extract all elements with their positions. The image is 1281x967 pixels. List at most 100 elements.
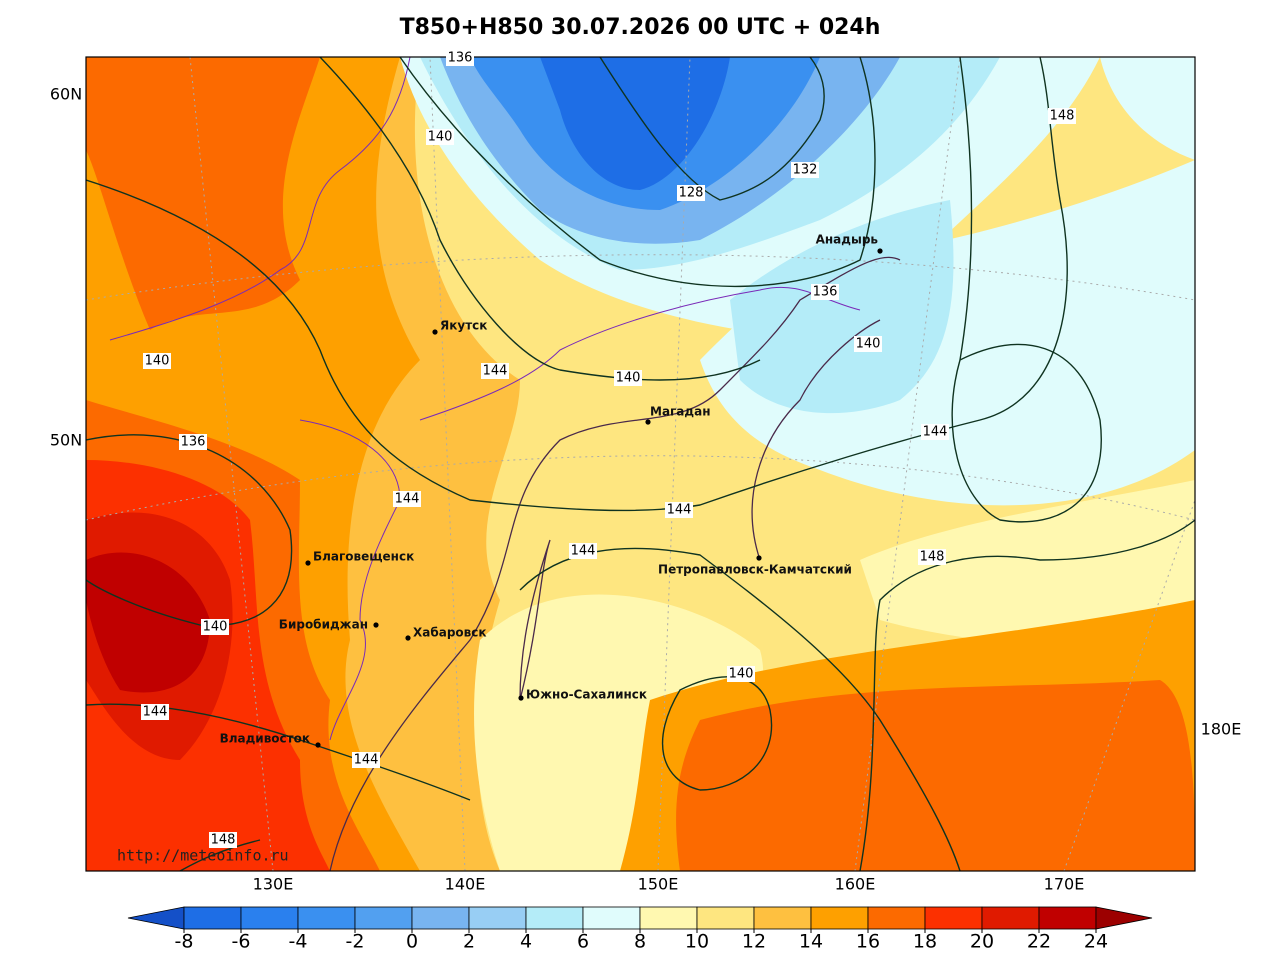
city-dot [373,622,379,628]
colorbar-tick-label: -8 [175,931,194,953]
colorbar-tick-label: -4 [289,931,308,953]
lat-label: 50N [50,431,82,450]
colorbar-segment [183,906,242,930]
colorbar-tick-label: -2 [346,931,365,953]
colorbar-tick-label: 10 [685,931,709,953]
city-label: Магадан [650,405,711,419]
colorbar-tick-label: 20 [970,931,994,953]
contour-label-bg [352,752,380,768]
lat-label: 60N [50,85,82,104]
city-label: Биробиджан [279,618,368,632]
city-dot [645,419,651,425]
colorbar-extend-low [127,906,185,930]
contour-label-bg [569,543,597,559]
contour-label: 136 [813,285,838,300]
contour-label-bg [665,502,693,518]
contour-label: 144 [395,492,420,507]
colorbar-tick-label: 22 [1027,931,1051,953]
colorbar-segment [867,906,926,930]
colorbar-segment [411,906,470,930]
city-dot [432,329,438,335]
contour-label: 136 [448,51,473,66]
contour-label: 140 [203,620,228,635]
contour-label: 148 [211,833,236,848]
lon-label: 140E [445,875,486,894]
contour-label-bg [426,129,454,145]
colorbar-tick-label: 0 [406,931,418,953]
lon-label: 170E [1044,875,1085,894]
contour-label-bg [1048,108,1076,124]
contour-label-bg [727,666,755,682]
contour-label-bg [791,162,819,178]
contour-label: 136 [181,435,206,450]
city-dot [305,560,311,566]
lon-label: 150E [638,875,679,894]
city-label: Хабаровск [413,626,487,640]
contour-label: 144 [354,753,379,768]
colorbar-segment [696,906,755,930]
contour-label: 144 [483,364,508,379]
contour-label-bg [179,434,207,450]
city-label: Владивосток [220,732,310,746]
contour-label: 140 [145,354,170,369]
contour-label-bg [921,424,949,440]
watermark: http://meteoinfo.ru [117,847,289,865]
colorbar-segment [810,906,869,930]
colorbar-segment [354,906,413,930]
contour-label: 128 [679,186,704,201]
city-dot [405,635,411,641]
colorbar-tick-label: 16 [856,931,880,953]
contour-label: 144 [143,705,168,720]
contour-label-bg [614,370,642,386]
colorbar-tick-label: 8 [634,931,646,953]
city-label: Анадырь [816,233,879,247]
contour-label: 140 [729,667,754,682]
contour-label: 140 [428,130,453,145]
contour-label: 144 [923,425,948,440]
city-label: Якутск [440,319,487,333]
contour-label-bg [446,50,474,66]
colorbar-tick-label: 24 [1084,931,1108,953]
contour-label-bg [811,284,839,300]
lon-label: 160E [835,875,876,894]
contour-label-bg [481,363,509,379]
colorbar-segment [468,906,527,930]
contour-label: 148 [1050,109,1075,124]
contour-label: 132 [793,163,818,178]
contour-label: 140 [616,371,641,386]
colorbar-tick-label: 6 [577,931,589,953]
city-label: Петропавловск-Камчатский [658,563,852,577]
colorbar-tick-label: 4 [520,931,532,953]
contour-label-bg [393,491,421,507]
colorbar-segment [981,906,1040,930]
title: T850+H850 30.07.2026 00 UTC + 024h [400,15,881,40]
contour-label: 144 [571,544,596,559]
colorbar-segment [924,906,983,930]
colorbar-segment [753,906,812,930]
colorbar-segment [582,906,641,930]
contour-label-bg [918,549,946,565]
contour-label-bg [854,336,882,352]
contour-label-bg [141,704,169,720]
city-label: Благовещенск [313,550,414,564]
colorbar-tick-label: 18 [913,931,937,953]
contour-label-bg [201,619,229,635]
colorbar-tick-label: 12 [742,931,766,953]
colorbar-segment [240,906,299,930]
city-dot [518,695,524,701]
colorbar-tick-label: -6 [232,931,251,953]
colorbar-segment [525,906,584,930]
lon-label: 130E [253,875,294,894]
colorbar-tick-label: 2 [463,931,475,953]
contour-label-bg [677,185,705,201]
temperature-field [86,57,1195,871]
colorbar-extend-high [1095,906,1153,930]
city-dot [315,742,321,748]
colorbar-segment [1038,906,1097,930]
colorbar-tick-label: 14 [799,931,823,953]
contour-label: 140 [856,337,881,352]
city-dot [877,248,883,254]
contour-label-bg [143,353,171,369]
contour-label: 148 [920,550,945,565]
